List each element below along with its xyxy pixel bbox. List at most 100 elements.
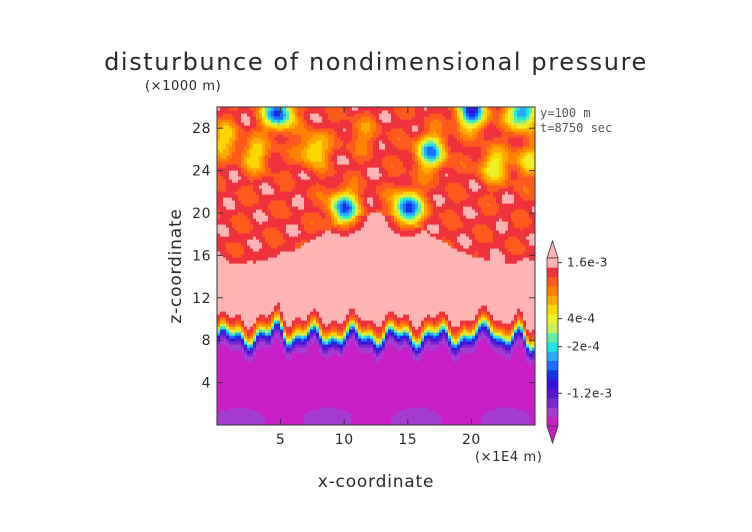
field-cell bbox=[325, 338, 329, 342]
field-cell bbox=[331, 290, 335, 294]
field-cell bbox=[304, 239, 308, 243]
field-cell bbox=[277, 206, 281, 210]
field-cell bbox=[265, 260, 269, 264]
field-cell bbox=[325, 224, 329, 228]
field-cell bbox=[307, 116, 311, 120]
field-cell bbox=[328, 140, 332, 144]
field-cell bbox=[325, 377, 329, 381]
field-cell bbox=[304, 182, 308, 186]
field-cell bbox=[247, 176, 251, 180]
field-cell bbox=[343, 353, 347, 357]
field-cell bbox=[235, 107, 239, 111]
field-cell bbox=[232, 131, 236, 135]
field-cell bbox=[340, 266, 344, 270]
field-cell bbox=[274, 158, 278, 162]
field-cell bbox=[325, 131, 329, 135]
field-cell bbox=[310, 248, 314, 252]
field-cell bbox=[325, 365, 329, 369]
field-cell bbox=[337, 119, 341, 123]
field-cell bbox=[298, 338, 302, 342]
field-cell bbox=[274, 278, 278, 282]
field-cell bbox=[241, 176, 245, 180]
field-cell bbox=[274, 152, 278, 156]
field-cell bbox=[355, 293, 359, 297]
field-cell bbox=[283, 380, 287, 384]
field-cell bbox=[241, 278, 245, 282]
field-cell bbox=[328, 353, 332, 357]
field-cell bbox=[274, 275, 278, 279]
field-cell bbox=[238, 344, 242, 348]
field-cell bbox=[232, 371, 236, 375]
field-cell bbox=[283, 368, 287, 372]
field-cell bbox=[262, 179, 266, 183]
field-cell bbox=[274, 311, 278, 315]
field-cell bbox=[286, 359, 290, 363]
field-cell bbox=[247, 194, 251, 198]
field-cell bbox=[220, 359, 224, 363]
field-cell bbox=[271, 341, 275, 345]
field-cell bbox=[349, 248, 353, 252]
field-cell bbox=[256, 281, 260, 285]
field-cell bbox=[316, 158, 320, 162]
field-cell bbox=[229, 272, 233, 276]
field-cell bbox=[238, 125, 242, 129]
field-cell bbox=[262, 362, 266, 366]
field-cell bbox=[316, 215, 320, 219]
field-cell bbox=[337, 305, 341, 309]
field-cell bbox=[283, 251, 287, 255]
field-cell bbox=[346, 335, 350, 339]
field-cell bbox=[304, 212, 308, 216]
field-cell bbox=[226, 248, 230, 252]
field-cell bbox=[346, 350, 350, 354]
field-cell bbox=[316, 422, 320, 425]
field-cell bbox=[259, 164, 263, 168]
field-cell bbox=[250, 269, 254, 273]
field-cell bbox=[274, 281, 278, 285]
field-cell bbox=[349, 335, 353, 339]
field-cell bbox=[238, 323, 242, 327]
field-cell bbox=[289, 242, 293, 246]
field-cell bbox=[334, 173, 338, 177]
field-cell bbox=[220, 320, 224, 324]
field-cell bbox=[337, 248, 341, 252]
field-cell bbox=[358, 413, 362, 417]
field-cell bbox=[283, 302, 287, 306]
field-cell bbox=[217, 191, 221, 195]
field-cell bbox=[226, 137, 230, 141]
field-cell bbox=[298, 119, 302, 123]
field-cell bbox=[247, 146, 251, 150]
field-cell bbox=[244, 218, 248, 222]
field-cell bbox=[331, 203, 335, 207]
field-cell bbox=[274, 197, 278, 201]
field-cell bbox=[262, 404, 266, 408]
field-cell bbox=[241, 263, 245, 267]
field-cell bbox=[223, 191, 227, 195]
field-cell bbox=[295, 245, 299, 249]
field-cell bbox=[277, 290, 281, 294]
field-cell bbox=[274, 212, 278, 216]
field-cell bbox=[301, 392, 305, 396]
field-cell bbox=[334, 236, 338, 240]
field-cell bbox=[268, 236, 272, 240]
field-cell bbox=[355, 269, 359, 273]
field-cell bbox=[292, 110, 296, 114]
field-cell bbox=[271, 329, 275, 333]
field-cell bbox=[226, 194, 230, 198]
field-cell bbox=[286, 116, 290, 120]
field-cell bbox=[217, 410, 221, 414]
field-cell bbox=[295, 176, 299, 180]
field-cell bbox=[304, 233, 308, 237]
field-cell bbox=[247, 347, 251, 351]
field-cell bbox=[223, 302, 227, 306]
field-cell bbox=[346, 332, 350, 336]
field-cell bbox=[244, 245, 248, 249]
field-cell bbox=[322, 179, 326, 183]
field-cell bbox=[241, 146, 245, 150]
field-cell bbox=[313, 203, 317, 207]
field-cell bbox=[316, 173, 320, 177]
field-cell bbox=[313, 107, 317, 111]
field-cell bbox=[325, 269, 329, 273]
field-cell bbox=[328, 239, 332, 243]
field-cell bbox=[226, 230, 230, 234]
field-cell bbox=[301, 329, 305, 333]
